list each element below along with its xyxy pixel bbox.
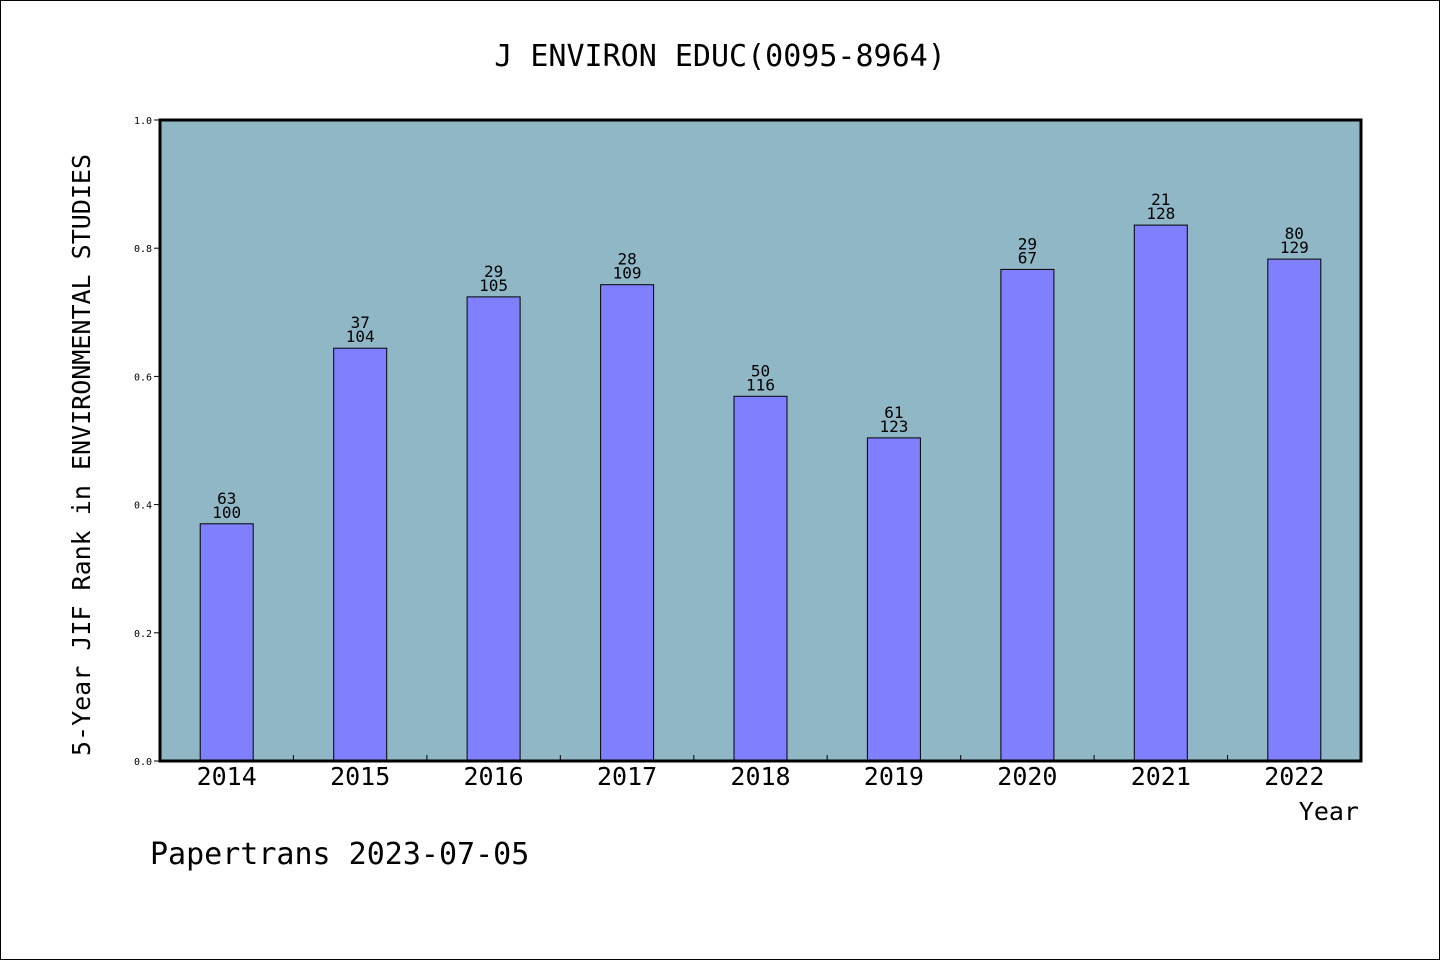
chart-title: J ENVIRON EDUC(0095-8964) (494, 39, 946, 74)
bar-2016 (466, 296, 521, 762)
bar-label-top-2014: 63 (217, 489, 236, 508)
bar-label-bottom-2016: 105 (479, 276, 508, 295)
x-tick-label-2014: 2014 (197, 762, 257, 791)
x-tick-label-2019: 2019 (864, 762, 924, 791)
bar-label-bottom-2021: 128 (1146, 204, 1175, 223)
bar-label-bottom-2020: 67 (1018, 248, 1037, 267)
plot-border (158, 118, 1363, 763)
y-tick-label-0.2: 0.2 (134, 629, 152, 640)
x-axis: 2014 2015 2016 2017 2018 2019 2020 2021 2022 (197, 755, 1324, 791)
x-tick-label-2017: 2017 (597, 762, 657, 791)
y-tick-label-0.4: 0.4 (134, 501, 152, 512)
y-tick-label-0.8: 0.8 (134, 244, 152, 255)
footer-text: Papertrans 2023-07-05 (150, 837, 529, 872)
bar-label-bottom-2017: 109 (613, 264, 642, 283)
y-tick-label-1.0: 1.0 (134, 116, 152, 127)
bar-label-top-2022: 80 (1285, 224, 1304, 243)
y-axis-label: 5-Year JIF Rank in ENVIRONMENTAL STUDIES (67, 154, 96, 756)
bar-label-top-2020: 29 (1018, 234, 1037, 253)
bar-2020 (1000, 268, 1055, 762)
bar-label-top-2017: 28 (617, 250, 636, 269)
bar-2021 (1133, 224, 1188, 762)
x-tick-label-2018: 2018 (730, 762, 790, 791)
y-tick-label-0.0: 0.0 (134, 757, 152, 768)
y-axis: 0.0 0.2 0.4 0.6 0.8 1.0 (134, 116, 160, 768)
x-axis-label: Year (1299, 797, 1359, 826)
bar-2019 (866, 437, 921, 762)
bar-2022 (1267, 258, 1322, 762)
bar-label-bottom-2019: 123 (879, 417, 908, 436)
bar-2018 (733, 395, 788, 762)
bar-2014 (199, 523, 254, 762)
bar-label-top-2019: 61 (884, 403, 903, 422)
bar-label-top-2018: 50 (751, 361, 770, 380)
bar-2017 (600, 284, 655, 762)
x-tick-label-2016: 2016 (463, 762, 523, 791)
bar-labels-layer: 6310037104291052810950116611232967211288… (212, 190, 1309, 522)
bar-label-top-2021: 21 (1151, 190, 1170, 209)
bars-layer (199, 224, 1322, 762)
bar-label-bottom-2022: 129 (1280, 238, 1309, 257)
y-tick-label-0.6: 0.6 (134, 372, 152, 383)
bar-label-bottom-2015: 104 (346, 327, 375, 346)
x-tick-label-2021: 2021 (1131, 762, 1191, 791)
bar-2015 (333, 347, 388, 762)
x-tick-label-2022: 2022 (1264, 762, 1324, 791)
x-tick-label-2020: 2020 (997, 762, 1057, 791)
bar-label-top-2016: 29 (484, 262, 503, 281)
bar-label-bottom-2018: 116 (746, 375, 775, 394)
x-tick-label-2015: 2015 (330, 762, 390, 791)
bar-label-bottom-2014: 100 (212, 503, 241, 522)
bar-label-top-2015: 37 (351, 313, 370, 332)
